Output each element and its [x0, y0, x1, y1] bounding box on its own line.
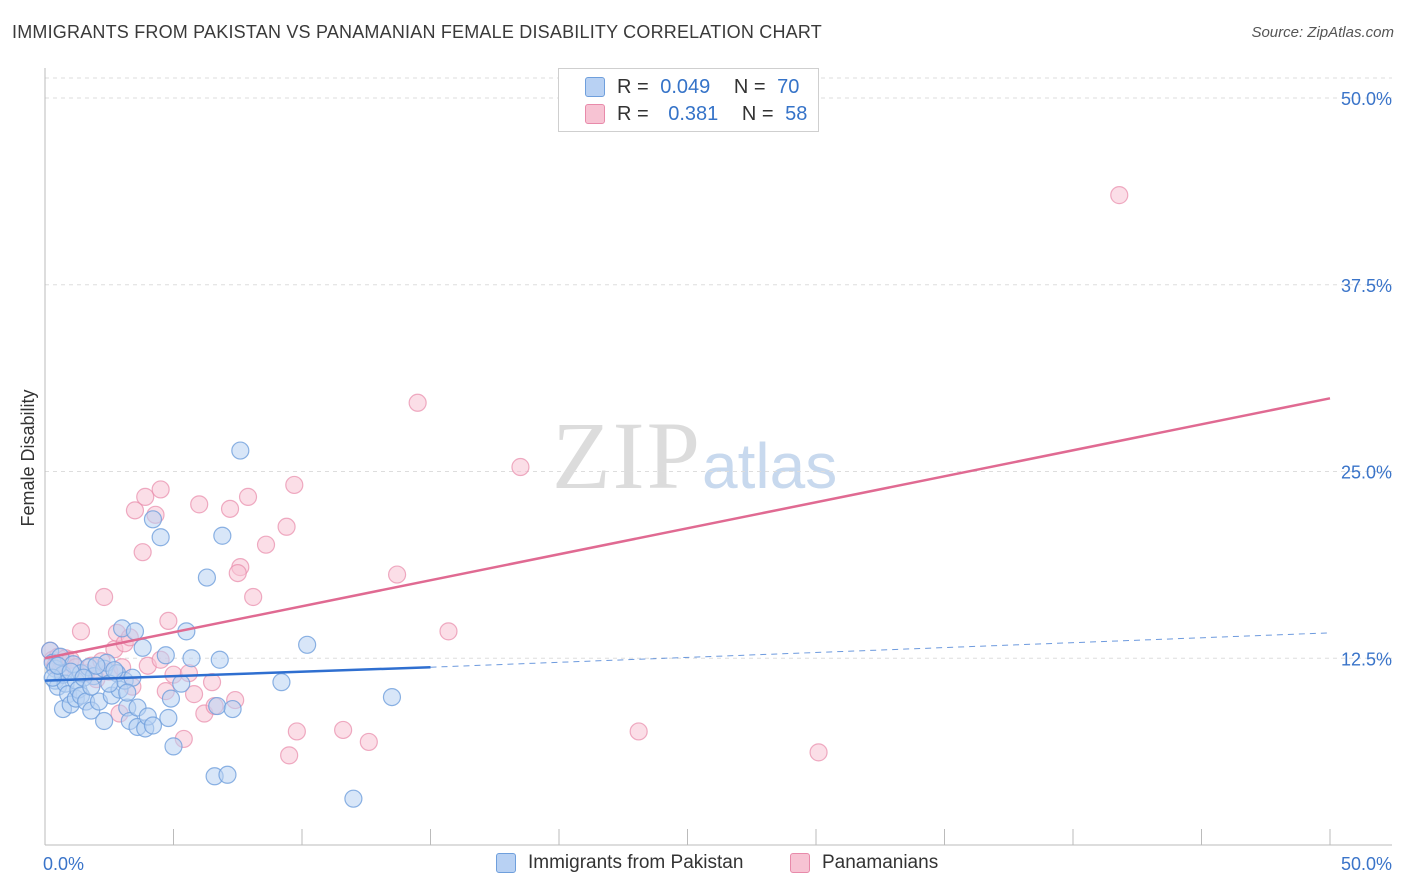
data-point-panamanians	[280, 746, 299, 765]
trend-line-pakistan-extension	[430, 632, 1331, 668]
data-point-pakistan	[208, 696, 227, 716]
data-point-pakistan	[133, 638, 152, 657]
data-point-pakistan	[231, 441, 250, 460]
bottom-legend-swatch-pink	[790, 853, 810, 873]
axis-labels: 12.5% 25.0% 37.5% 50.0% 0.0% 50.0% Female Disa…	[18, 89, 1392, 874]
data-point-panamanians	[244, 587, 263, 607]
watermark-atlas: atlas	[702, 430, 838, 502]
legend-swatch-pink	[585, 104, 605, 124]
data-point-pakistan	[272, 673, 291, 692]
data-point-pakistan	[87, 656, 106, 675]
legend-n-value: 70	[777, 76, 800, 98]
data-point-panamanians	[256, 535, 276, 554]
data-point-panamanians	[511, 457, 530, 477]
bottom-legend-swatch-blue	[496, 853, 516, 873]
data-point-panamanians	[387, 565, 407, 584]
data-point-pakistan	[344, 789, 363, 808]
data-point-pakistan	[223, 699, 242, 719]
data-point-pakistan	[82, 677, 101, 696]
data-point-panamanians	[190, 495, 209, 514]
legend-n-value: 58	[785, 103, 808, 125]
data-point-pakistan	[197, 568, 217, 587]
data-point-panamanians	[359, 732, 378, 752]
data-point-panamanians	[133, 543, 152, 562]
bottom-legend-label-panamanians: Panamanians	[822, 852, 939, 873]
data-point-pakistan	[159, 708, 178, 728]
y-tick-label: 25.0%	[1341, 463, 1392, 483]
data-point-pakistan	[125, 622, 145, 641]
watermark: ZIPatlas	[552, 400, 837, 511]
data-point-panamanians	[334, 720, 353, 740]
data-point-panamanians	[277, 517, 296, 536]
trend-line-pakistan	[44, 665, 431, 682]
source-label: Source: ZipAtlas.com	[1251, 24, 1394, 41]
y-tick-label: 50.0%	[1341, 89, 1392, 109]
data-point-pakistan	[118, 683, 137, 702]
data-point-panamanians	[439, 622, 458, 641]
legend-swatch-blue	[585, 77, 605, 97]
data-point-panamanians	[136, 487, 155, 506]
axes	[44, 68, 1392, 846]
trend-lines	[44, 397, 1331, 682]
data-point-pakistan	[298, 635, 317, 654]
legend-r-label: R =	[617, 103, 649, 125]
data-point-panamanians	[95, 587, 114, 607]
data-point-pakistan	[95, 711, 114, 731]
bottom-legend-label-pakistan: Immigrants from Pakistan	[528, 852, 744, 873]
watermark-zip: ZIP	[552, 402, 702, 509]
legend-r-value: 0.381	[668, 103, 719, 125]
data-point-pakistan	[210, 650, 229, 669]
legend-r-label: R =	[617, 76, 649, 98]
series-panamanians-points	[41, 186, 1129, 765]
legend-r-value: 0.049	[660, 76, 711, 98]
data-point-pakistan	[105, 661, 124, 680]
data-point-panamanians	[1110, 186, 1129, 205]
data-point-pakistan	[182, 649, 201, 668]
data-point-pakistan	[164, 737, 183, 756]
data-point-pakistan	[382, 687, 402, 707]
legend-n-label: N =	[733, 76, 766, 98]
data-point-pakistan	[143, 716, 163, 735]
data-point-panamanians	[125, 501, 145, 520]
chart-title: IMMIGRANTS FROM PAKISTAN VS PANAMANIAN F…	[12, 22, 822, 42]
data-point-panamanians	[159, 611, 178, 631]
y-tick-label: 37.5%	[1341, 276, 1392, 296]
data-point-panamanians	[629, 722, 648, 741]
series-pakistan-points	[41, 441, 402, 808]
data-point-panamanians	[287, 722, 306, 741]
trend-line-panamanians	[44, 397, 1331, 660]
data-point-pakistan	[218, 765, 237, 784]
x-tick-label: 0.0%	[43, 854, 84, 874]
data-point-panamanians	[228, 563, 247, 583]
data-point-pakistan	[213, 526, 232, 545]
data-point-panamanians	[184, 685, 204, 704]
data-point-panamanians	[238, 487, 258, 506]
y-tick-label: 12.5%	[1341, 649, 1392, 669]
axis-ticks	[44, 829, 1331, 845]
data-point-panamanians	[809, 743, 828, 762]
data-point-panamanians	[71, 622, 91, 641]
data-point-pakistan	[151, 528, 170, 547]
data-point-panamanians	[408, 393, 427, 412]
x-tick-label: 50.0%	[1341, 854, 1392, 874]
y-axis-title: Female Disability	[18, 389, 38, 526]
data-point-pakistan	[161, 689, 181, 708]
legend-n-label: N =	[741, 103, 774, 125]
data-point-pakistan	[156, 646, 175, 665]
data-point-panamanians	[285, 475, 304, 495]
data-point-pakistan	[172, 674, 191, 693]
data-point-pakistan	[143, 510, 163, 529]
data-point-panamanians	[220, 499, 240, 518]
data-point-panamanians	[151, 480, 170, 499]
legend-box: R = 0.049 N = 70 R = 0.381 N = 58	[558, 68, 819, 132]
